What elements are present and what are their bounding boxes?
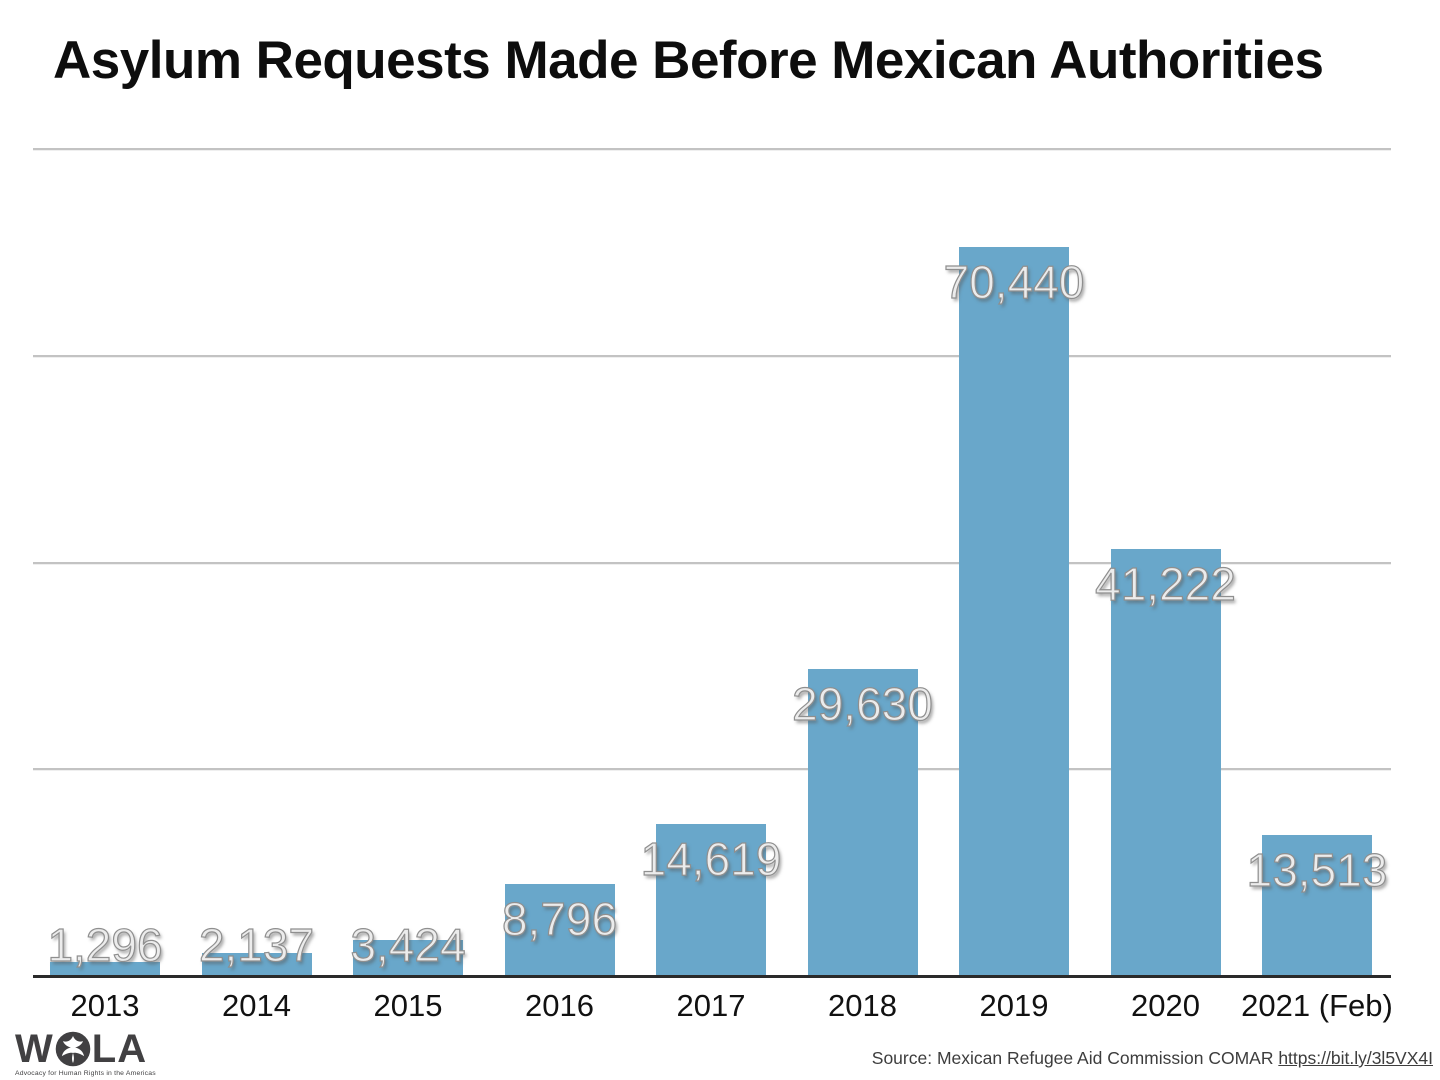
source-note: Source: Mexican Refugee Aid Commission C…	[872, 1048, 1433, 1069]
x-axis-label-2015: 2015	[373, 988, 443, 1023]
plot-area: 1,296 2,137 3,424 8,796 14,619 29,630 70,440 41…	[33, 148, 1391, 978]
bar-2015	[353, 939, 463, 975]
wola-logo-word: W LA	[15, 1029, 156, 1069]
gridline-20000	[33, 768, 1391, 771]
chart-title: Asylum Requests Made Before Mexican Auth…	[53, 31, 1324, 90]
wola-logo-tagline: Advocacy for Human Rights in the America…	[15, 1070, 156, 1077]
gridline-60000	[33, 354, 1391, 357]
bar-2020	[1110, 548, 1221, 975]
wola-logo: W LA Advocacy for Human Rights in the Am…	[15, 1029, 156, 1078]
bar-2021 (Feb)	[1262, 835, 1372, 975]
x-axis-label-2021 (Feb): 2021 (Feb)	[1241, 988, 1393, 1023]
bar-2014	[201, 952, 312, 975]
x-axis-label-2018: 2018	[828, 988, 897, 1023]
bar-2019	[959, 246, 1069, 975]
logo-letter-w: W	[15, 1027, 54, 1071]
bar-2013	[50, 961, 160, 975]
x-axis-label-2013: 2013	[70, 988, 140, 1023]
bar-2016	[504, 884, 615, 975]
x-axis-label-2016: 2016	[525, 988, 594, 1023]
bar-2018	[807, 668, 918, 975]
x-axis-label-2020: 2020	[1131, 988, 1200, 1023]
source-link[interactable]: https://bit.ly/3l5VX4I	[1278, 1048, 1433, 1068]
x-axis-label-2017: 2017	[676, 988, 746, 1023]
logo-letters-la: LA	[91, 1027, 148, 1071]
dove-icon	[55, 1031, 91, 1067]
source-text: Source: Mexican Refugee Aid Commission C…	[871, 1048, 1279, 1068]
gridline-80000	[33, 148, 1391, 150]
x-axis-label-2014: 2014	[222, 988, 291, 1023]
gridline-40000	[33, 561, 1391, 564]
x-axis-label-2019: 2019	[979, 988, 1049, 1023]
bar-2017	[656, 823, 766, 975]
